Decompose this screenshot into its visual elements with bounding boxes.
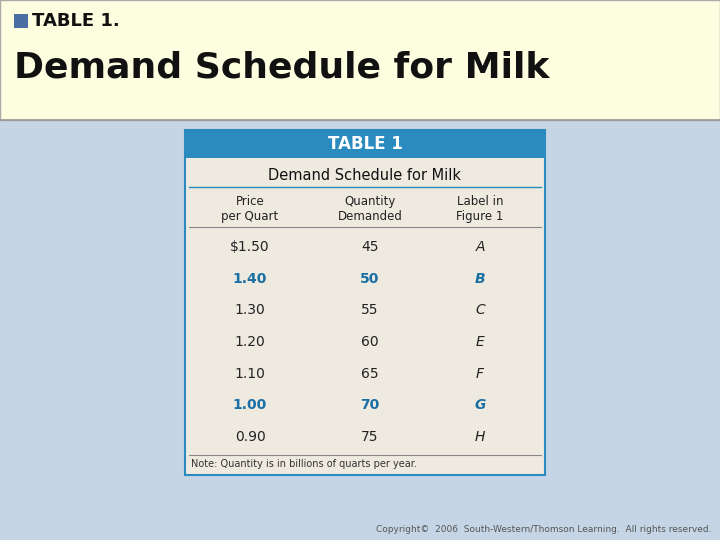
Text: 50: 50 (360, 272, 379, 286)
Text: B: B (474, 272, 485, 286)
Text: Price
per Quart: Price per Quart (221, 195, 279, 223)
Text: 70: 70 (361, 399, 379, 413)
Text: H: H (474, 430, 485, 444)
Text: 1.40: 1.40 (233, 272, 267, 286)
Text: Demand Schedule for Milk: Demand Schedule for Milk (14, 51, 549, 85)
Text: C: C (475, 303, 485, 318)
Text: 1.00: 1.00 (233, 399, 267, 413)
Text: 1.30: 1.30 (235, 303, 266, 318)
Text: 65: 65 (361, 367, 379, 381)
Text: Label in
Figure 1: Label in Figure 1 (456, 195, 504, 223)
Text: 55: 55 (361, 303, 379, 318)
Text: 0.90: 0.90 (235, 430, 266, 444)
Text: 75: 75 (361, 430, 379, 444)
Text: $1.50: $1.50 (230, 240, 270, 254)
Bar (14, 14, 28, 28)
Text: F: F (476, 367, 484, 381)
Text: Demand Schedule for Milk: Demand Schedule for Milk (269, 168, 462, 184)
Text: TABLE 1.: TABLE 1. (32, 12, 120, 30)
Text: G: G (474, 399, 486, 413)
Text: 1.20: 1.20 (235, 335, 266, 349)
Text: Copyright©  2006  South-Western/Thomson Learning.  All rights reserved.: Copyright© 2006 South-Western/Thomson Le… (377, 525, 712, 534)
Text: 60: 60 (361, 335, 379, 349)
Bar (185, 130, 545, 158)
Text: 1.10: 1.10 (235, 367, 266, 381)
Text: 45: 45 (361, 240, 379, 254)
Bar (0, 0, 720, 120)
Text: A: A (475, 240, 485, 254)
Bar (185, 130, 545, 475)
Text: Quantity
Demanded: Quantity Demanded (338, 195, 402, 223)
Text: Note: Quantity is in billions of quarts per year.: Note: Quantity is in billions of quarts … (191, 459, 417, 469)
Text: TABLE 1: TABLE 1 (328, 135, 402, 153)
Text: E: E (476, 335, 485, 349)
